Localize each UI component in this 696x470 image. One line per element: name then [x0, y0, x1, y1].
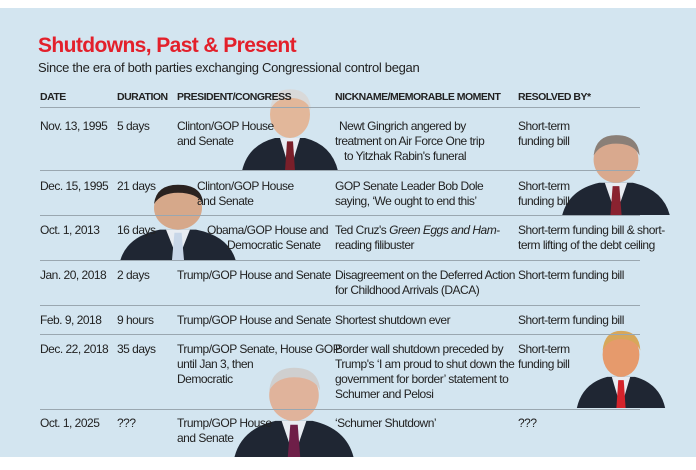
row-duration: 16 days	[117, 223, 156, 237]
row-divider	[40, 260, 640, 261]
row-president: Trump/GOP House	[177, 416, 272, 430]
row-duration: 21 days	[117, 179, 156, 193]
row-moment: Disagreement on the Deferred Action	[335, 268, 515, 282]
infographic-panel: Shutdowns, Past & Present Since the era …	[0, 8, 696, 457]
row-resolved: Short-term	[518, 119, 570, 133]
row-president: Trump/GOP House and Senate	[177, 313, 331, 327]
row-moment: GOP Senate Leader Bob Dole	[335, 179, 484, 193]
row-resolved: ???	[518, 416, 537, 430]
row-date: Dec. 22, 2018	[40, 342, 109, 356]
row-resolved: funding bill	[518, 357, 570, 371]
row-duration: ???	[117, 416, 136, 430]
row-divider	[40, 107, 640, 108]
row-moment: government for border’ statement to	[335, 372, 509, 386]
row-duration: 5 days	[117, 119, 150, 133]
row-duration: 2 days	[117, 268, 150, 282]
row-resolved: Short-term funding bill	[518, 268, 624, 282]
row-duration: 35 days	[117, 342, 156, 356]
row-president: Obama/GOP House and	[207, 223, 329, 237]
row-divider	[40, 170, 640, 171]
row-moment: Schumer and Pelosi	[335, 387, 434, 401]
row-moment: Border wall shutdown preceded by	[335, 342, 504, 356]
row-date: Dec. 15, 1995	[40, 179, 109, 193]
row-date: Nov. 13, 1995	[40, 119, 108, 133]
row-duration: 9 hours	[117, 313, 154, 327]
row-moment: to Yitzhak Rabin's funeral	[344, 149, 467, 163]
moment-text: -	[496, 223, 500, 237]
row-divider	[40, 409, 640, 410]
row-date: Jan. 20, 2018	[40, 268, 107, 282]
bob-dole-photo	[562, 135, 670, 215]
row-resolved: Short-term funding bill	[518, 313, 624, 327]
row-date: Oct. 1, 2013	[40, 223, 100, 237]
column-header: DURATION	[117, 91, 168, 103]
row-moment: Shortest shutdown ever	[335, 313, 451, 327]
row-moment: for Childhood Arrivals (DACA)	[335, 283, 480, 297]
row-president: until Jan 3, then	[177, 357, 254, 371]
row-divider	[40, 305, 640, 306]
row-moment: Ted Cruz's Green Eggs and Ham-	[335, 223, 500, 238]
row-resolved: funding bill	[518, 134, 570, 148]
row-date: Feb. 9, 2018	[40, 313, 102, 327]
row-president: Trump/GOP House and Senate	[177, 268, 331, 282]
row-divider	[40, 215, 640, 216]
row-divider	[40, 334, 640, 335]
row-resolved: Short-term funding bill & short-	[518, 223, 665, 237]
moment-title-italic: Green Eggs and Ham	[389, 223, 497, 237]
row-moment: saying, ‘We ought to end this’	[335, 194, 477, 208]
row-president: and Senate	[177, 134, 234, 148]
row-president: Democratic	[177, 372, 233, 386]
donald-trump-photo	[576, 330, 666, 408]
row-president: Democratic Senate	[227, 238, 321, 252]
column-header: DATE	[40, 91, 66, 103]
column-header: RESOLVED BY*	[518, 91, 591, 103]
moment-text: Ted Cruz's	[335, 223, 390, 237]
row-moment: ‘Schumer Shutdown’	[335, 416, 437, 430]
row-moment: Newt Gingrich angered by	[339, 119, 466, 133]
newt-gingrich-photo	[242, 89, 338, 171]
row-moment: treatment on Air Force One trip	[335, 134, 485, 148]
row-resolved: Short-term	[518, 179, 570, 193]
row-president: and Senate	[177, 431, 234, 445]
row-president: Trump/GOP Senate, House GOP	[177, 342, 341, 356]
column-header: NICKNAME/MEMORABLE MOMENT	[335, 91, 501, 103]
row-date: Oct. 1, 2025	[40, 416, 100, 430]
row-moment: Trump's ‘I am proud to shut down the	[335, 357, 515, 371]
row-resolved: term lifting of the debt ceiling	[518, 238, 655, 252]
row-resolved: funding bill	[518, 194, 570, 208]
ted-cruz-photo	[120, 184, 236, 260]
page-title: Shutdowns, Past & Present	[38, 34, 297, 57]
row-resolved: Short-term	[518, 342, 570, 356]
row-president: Clinton/GOP House	[177, 119, 274, 133]
row-moment: reading filibuster	[335, 238, 415, 252]
column-header: PRESIDENT/CONGRESS	[177, 91, 292, 103]
chuck-schumer-photo	[234, 367, 354, 457]
row-president: Clinton/GOP House	[197, 179, 294, 193]
row-president: and Senate	[197, 194, 254, 208]
subtitle: Since the era of both parties exchanging…	[38, 60, 420, 75]
